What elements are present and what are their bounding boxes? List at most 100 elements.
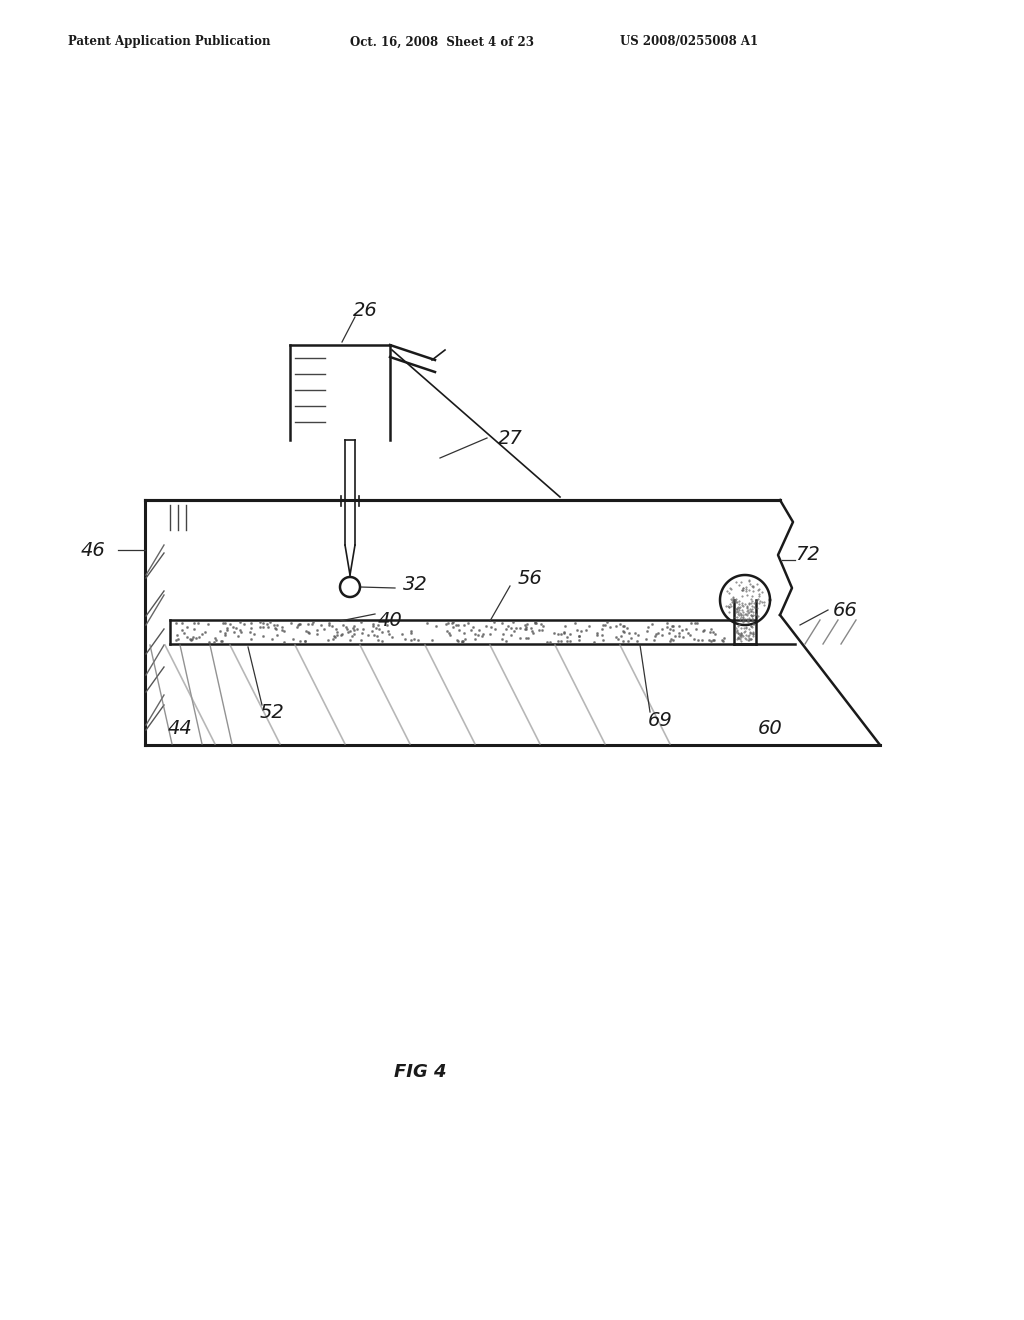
Point [228, 618, 245, 639]
Point [346, 624, 362, 645]
Point [219, 619, 236, 640]
Point [572, 620, 589, 642]
Text: Oct. 16, 2008  Sheet 4 of 23: Oct. 16, 2008 Sheet 4 of 23 [350, 36, 534, 49]
Point [465, 616, 481, 638]
Point [266, 615, 283, 636]
Point [368, 618, 384, 639]
Point [231, 611, 248, 632]
Text: 60: 60 [758, 718, 782, 738]
Point [322, 612, 338, 634]
Point [638, 628, 654, 649]
Point [184, 628, 201, 649]
Point [594, 615, 610, 636]
Point [444, 611, 461, 632]
Point [254, 616, 270, 638]
Point [540, 631, 556, 652]
Point [688, 618, 705, 639]
Point [678, 619, 694, 640]
Point [694, 620, 711, 642]
Point [168, 630, 184, 651]
Point [620, 631, 636, 652]
Point [335, 614, 351, 635]
Point [226, 622, 243, 643]
Point [486, 611, 503, 632]
Point [589, 622, 605, 643]
Point [534, 619, 550, 640]
Point [384, 626, 400, 647]
Point [456, 614, 472, 635]
Text: 26: 26 [352, 301, 378, 319]
Point [609, 628, 626, 649]
Point [185, 619, 202, 640]
Point [289, 616, 305, 638]
Point [662, 631, 678, 652]
Point [614, 615, 631, 636]
Point [662, 618, 678, 639]
Point [450, 630, 466, 651]
Point [374, 631, 390, 652]
Point [212, 620, 228, 642]
Point [546, 622, 562, 643]
Point [225, 616, 242, 638]
Point [260, 616, 276, 638]
Point [380, 620, 396, 642]
Point [322, 614, 338, 635]
Point [647, 624, 664, 645]
Point [381, 623, 397, 644]
Point [682, 624, 698, 645]
Point [184, 627, 201, 648]
Point [674, 619, 690, 640]
Point [454, 630, 470, 651]
Point [570, 626, 587, 647]
Point [410, 630, 426, 651]
Point [206, 631, 222, 652]
Point [374, 622, 390, 643]
Point [481, 624, 498, 645]
Point [285, 628, 301, 649]
Point [268, 614, 285, 635]
Point [474, 626, 490, 647]
Text: 56: 56 [517, 569, 543, 587]
Point [267, 618, 284, 639]
Point [602, 616, 618, 638]
Point [338, 616, 354, 638]
Point [616, 615, 633, 636]
Point [440, 622, 457, 643]
Point [338, 619, 354, 640]
Point [370, 630, 386, 651]
Point [324, 615, 340, 636]
Point [201, 614, 217, 635]
Text: 66: 66 [833, 601, 857, 619]
Point [444, 612, 461, 634]
Point [532, 614, 549, 635]
Point [300, 622, 316, 643]
Point [629, 631, 645, 652]
Point [290, 614, 306, 635]
Point [168, 612, 184, 634]
Point [229, 626, 246, 647]
Point [512, 618, 528, 639]
Point [243, 628, 259, 649]
Point [517, 619, 534, 640]
Point [599, 611, 615, 632]
Point [273, 616, 290, 638]
Point [571, 626, 588, 647]
Point [653, 619, 670, 640]
Circle shape [340, 577, 360, 597]
Point [665, 619, 681, 640]
Point [274, 619, 291, 640]
Text: 40: 40 [378, 610, 402, 630]
Point [630, 624, 646, 645]
Point [701, 620, 718, 642]
Point [353, 622, 370, 643]
Point [522, 618, 539, 639]
Point [231, 619, 248, 640]
Point [349, 619, 366, 640]
Point [217, 622, 233, 643]
Point [608, 626, 625, 647]
Point [665, 630, 681, 651]
Point [173, 619, 189, 640]
Point [366, 624, 382, 645]
Point [660, 622, 677, 643]
Point [452, 619, 468, 640]
